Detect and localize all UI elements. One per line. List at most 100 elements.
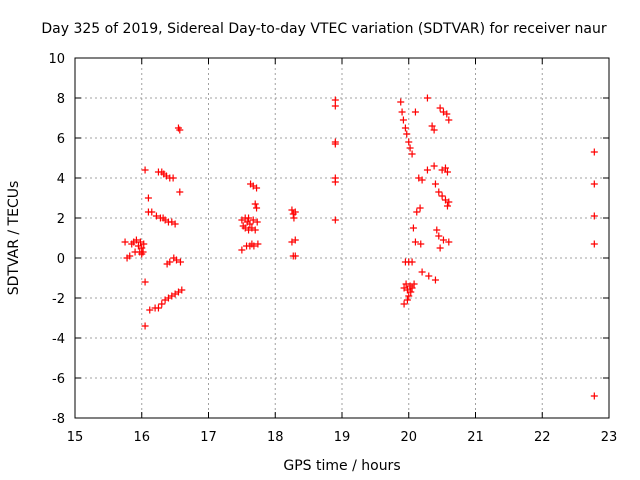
x-axis-label: GPS time / hours xyxy=(283,458,400,474)
data-point xyxy=(401,124,409,132)
data-point xyxy=(590,180,598,188)
data-point xyxy=(331,216,339,224)
data-point xyxy=(436,104,444,112)
data-point xyxy=(397,98,405,106)
x-tick-label: 18 xyxy=(267,430,284,445)
data-point xyxy=(251,200,259,208)
data-point xyxy=(291,252,299,260)
data-point xyxy=(435,188,443,196)
y-tick-label: -6 xyxy=(52,372,65,387)
y-tick-label: 0 xyxy=(57,252,65,267)
data-point xyxy=(439,236,447,244)
data-point xyxy=(152,212,160,220)
data-point xyxy=(169,174,177,182)
data-point xyxy=(405,292,413,300)
data-point xyxy=(399,116,407,124)
data-point xyxy=(413,208,421,216)
data-point xyxy=(245,214,253,222)
data-point xyxy=(176,188,184,196)
data-point xyxy=(250,242,258,250)
data-point xyxy=(121,238,129,246)
x-tick-label: 19 xyxy=(334,430,351,445)
y-tick-label: 2 xyxy=(57,212,65,227)
data-point xyxy=(238,246,246,254)
grid-lines xyxy=(75,58,609,418)
data-point xyxy=(418,268,426,276)
data-point xyxy=(132,236,140,244)
y-tick-label: 4 xyxy=(57,172,65,187)
data-point xyxy=(171,220,179,228)
data-point xyxy=(423,94,431,102)
data-point xyxy=(141,322,149,330)
x-tick-label: 22 xyxy=(534,430,551,445)
data-point xyxy=(428,122,436,130)
data-point xyxy=(411,238,419,246)
data-point xyxy=(408,150,416,158)
data-point xyxy=(291,236,299,244)
data-point xyxy=(408,284,416,292)
data-point xyxy=(178,286,186,294)
data-point xyxy=(418,176,426,184)
data-point xyxy=(154,304,162,312)
data-point xyxy=(408,258,416,266)
chart-title: Day 325 of 2019, Sidereal Day-to-day VTE… xyxy=(41,21,607,37)
data-point xyxy=(166,258,174,266)
data-point xyxy=(146,306,154,314)
data-point xyxy=(590,148,598,156)
data-point xyxy=(141,278,149,286)
data-point xyxy=(430,126,438,134)
data-point xyxy=(445,198,453,206)
data-point xyxy=(409,224,417,232)
data-point xyxy=(140,240,148,248)
data-point xyxy=(253,218,261,226)
data-point xyxy=(590,392,598,400)
data-point xyxy=(417,240,425,248)
x-tick-label: 21 xyxy=(467,430,484,445)
data-point xyxy=(400,300,408,308)
data-point xyxy=(435,232,443,240)
data-point xyxy=(416,204,424,212)
data-point xyxy=(246,220,254,228)
data-point xyxy=(398,108,406,116)
x-tick-labels: 15 16 17 18 19 20 21 22 23 xyxy=(67,430,618,445)
x-tick-label: 23 xyxy=(601,430,618,445)
data-point xyxy=(430,162,438,170)
data-point xyxy=(590,212,598,220)
data-point xyxy=(176,126,184,134)
data-point xyxy=(251,226,259,234)
data-point xyxy=(331,140,339,148)
data-point xyxy=(406,144,414,152)
data-point xyxy=(410,280,418,288)
data-point xyxy=(254,240,262,248)
y-tick-label: -2 xyxy=(52,292,65,307)
data-point xyxy=(445,238,453,246)
data-point xyxy=(176,258,184,266)
x-tick-label: 17 xyxy=(200,430,217,445)
data-point xyxy=(141,166,149,174)
y-tick-label: 10 xyxy=(48,52,65,67)
data-point xyxy=(138,244,146,252)
x-tick-label: 20 xyxy=(400,430,417,445)
data-point xyxy=(158,300,166,308)
data-point xyxy=(590,240,598,248)
y-tick-label: -4 xyxy=(52,332,65,347)
data-point xyxy=(445,116,453,124)
data-point xyxy=(411,108,419,116)
data-point xyxy=(249,216,257,224)
data-point xyxy=(172,256,180,264)
data-point xyxy=(438,192,446,200)
data-point xyxy=(253,204,261,212)
y-tick-label: 8 xyxy=(57,92,65,107)
data-point xyxy=(431,276,439,284)
y-axis-label: SDTVAR / TECUs xyxy=(6,181,22,296)
data-point xyxy=(403,130,411,138)
data-point xyxy=(126,252,134,260)
data-point xyxy=(405,138,413,146)
data-point xyxy=(331,178,339,186)
data-point xyxy=(433,226,441,234)
axis-ticks xyxy=(74,57,610,419)
x-tick-label: 16 xyxy=(133,430,150,445)
data-point xyxy=(407,288,415,296)
data-point xyxy=(144,194,152,202)
